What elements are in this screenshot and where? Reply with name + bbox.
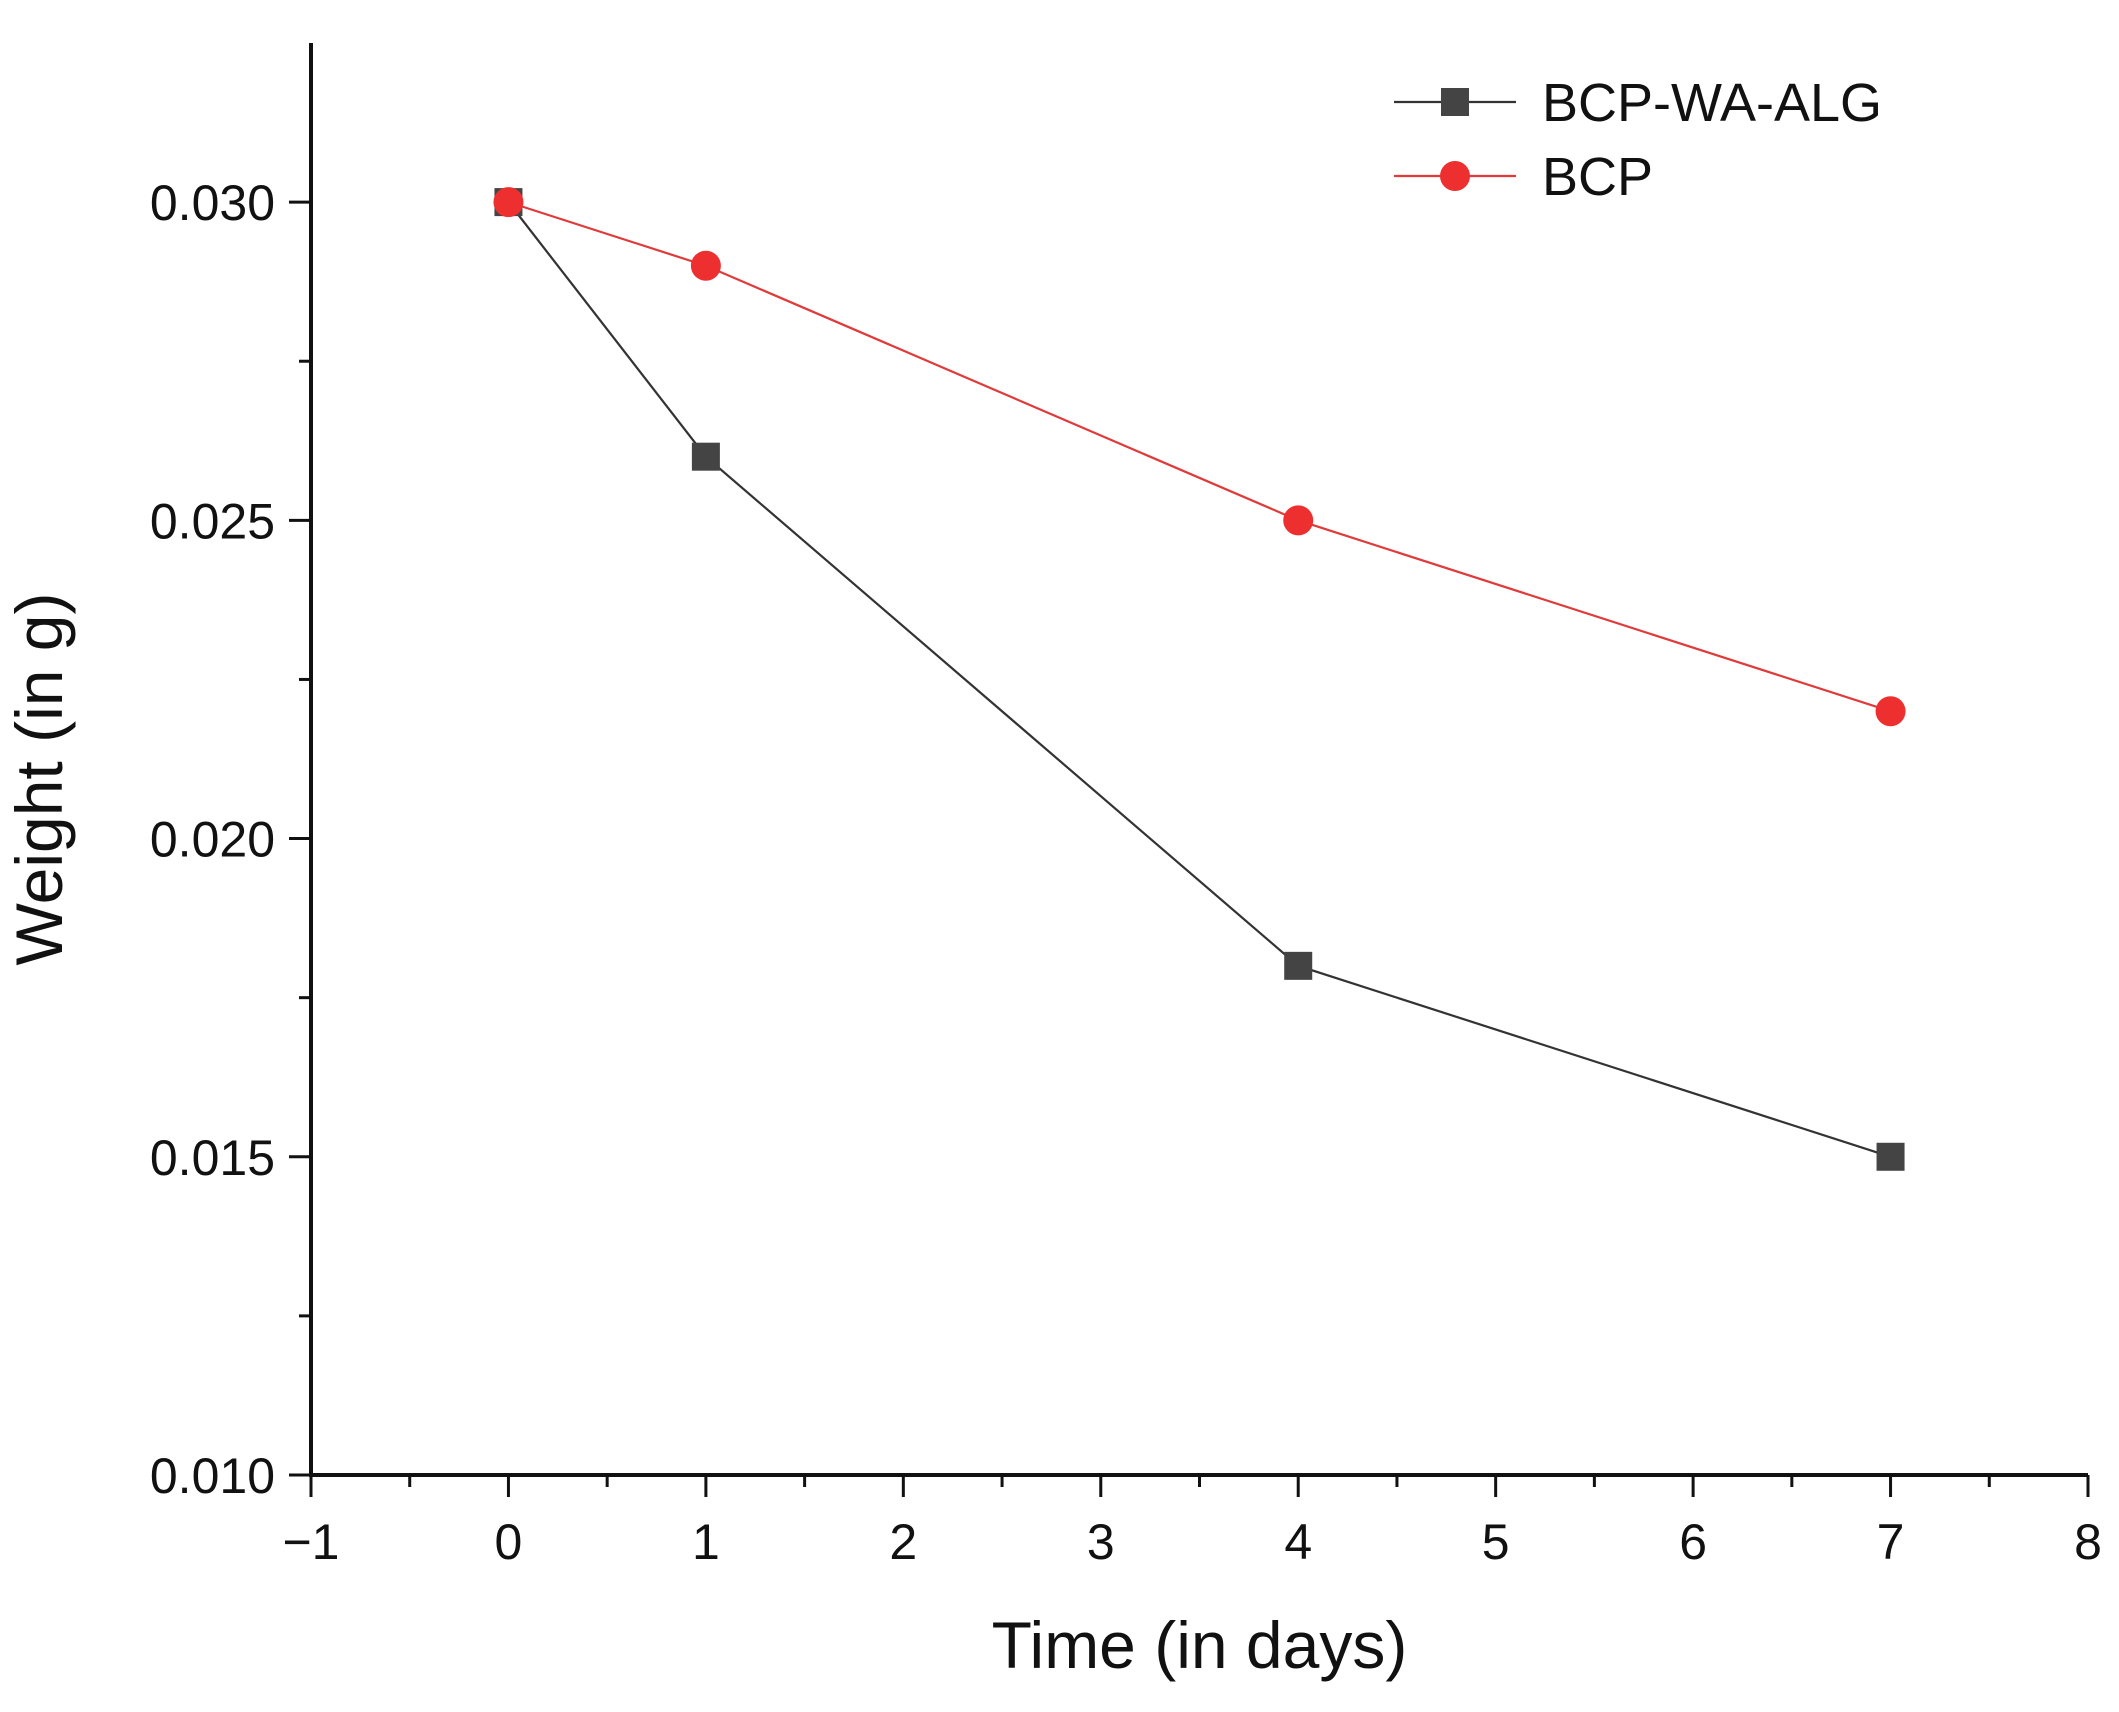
y-tick-label: 0.010	[150, 1448, 275, 1504]
x-tick-label: −1	[282, 1514, 339, 1570]
x-tick-label: 0	[495, 1514, 523, 1570]
legend-marker	[1440, 161, 1470, 191]
series-layer	[493, 187, 1906, 1171]
x-tick-label: 3	[1087, 1514, 1115, 1570]
data-point-bcp-wa-alg	[1876, 1142, 1905, 1171]
x-tick-label: 7	[1877, 1514, 1905, 1570]
x-tick-label: 4	[1284, 1514, 1312, 1570]
data-point-bcp-wa-alg	[691, 442, 720, 471]
y-tick-label: 0.030	[150, 175, 275, 231]
data-point-bcp	[690, 250, 721, 281]
series-line-bcp-wa-alg	[507, 201, 1891, 1158]
legend: BCP-WA-ALG BCP	[1394, 73, 1882, 207]
y-tick-label: 0.025	[150, 493, 275, 549]
legend-label: BCP	[1542, 147, 1653, 207]
legend-label: BCP-WA-ALG	[1542, 73, 1882, 133]
y-axis-ticks: 0.010 0.015 0.020 0.025 0.030	[150, 175, 311, 1504]
legend-item-bcp-wa-alg: BCP-WA-ALG	[1394, 73, 1882, 133]
data-point-bcp	[493, 187, 524, 218]
x-tick-label: 5	[1482, 1514, 1510, 1570]
axes	[309, 43, 2088, 1477]
y-axis-title: Weight (in g)	[2, 593, 76, 966]
legend-marker	[1441, 88, 1469, 116]
legend-item-bcp: BCP	[1394, 147, 1653, 207]
data-point-bcp	[1875, 696, 1906, 727]
x-tick-label: 6	[1679, 1514, 1707, 1570]
data-point-bcp-wa-alg	[1284, 951, 1313, 980]
series-line-bcp	[508, 201, 1891, 713]
series-bcp	[493, 187, 1906, 727]
x-tick-label: 8	[2074, 1514, 2102, 1570]
x-tick-label: 1	[692, 1514, 720, 1570]
y-tick-label: 0.015	[150, 1130, 275, 1186]
x-tick-label: 2	[889, 1514, 917, 1570]
y-tick-label: 0.020	[150, 812, 275, 868]
data-point-bcp	[1283, 505, 1314, 536]
x-axis-title: Time (in days)	[992, 1608, 1408, 1682]
x-axis-ticks: −1 0 1 2 3 4 5 6 7 8	[282, 1475, 2102, 1570]
series-bcp-wa-alg	[494, 188, 1905, 1171]
